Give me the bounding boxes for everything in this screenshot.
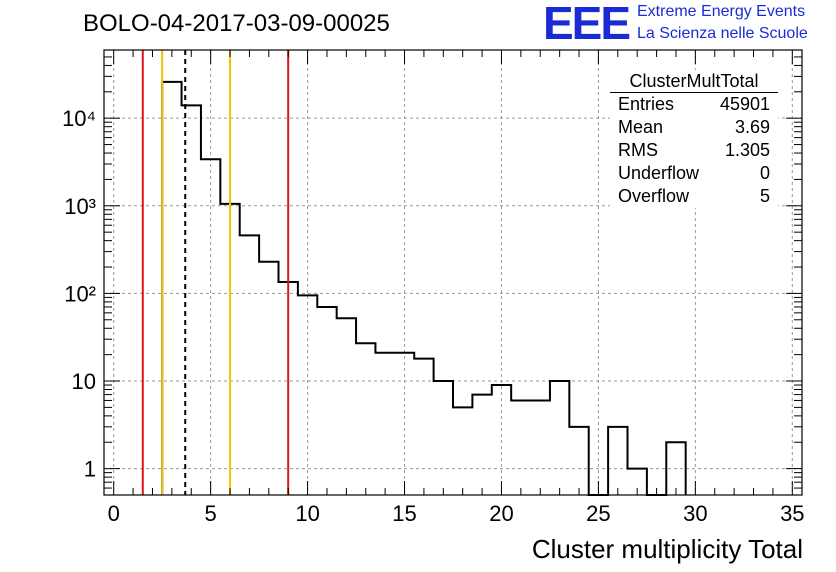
stats-row-rms: RMS 1.305 [610,139,778,162]
histogram-bin [337,318,356,495]
histogram-series [161,80,687,496]
stats-title: ClusterMultTotal [610,70,778,93]
x-axis-label: Cluster multiplicity Total [531,534,803,564]
x-tick-label: 20 [489,501,513,526]
stats-row-overflow: Overflow 5 [610,185,778,208]
histogram-bin [375,353,394,495]
histogram-bin [531,400,550,495]
x-tick-label: 30 [683,501,707,526]
y-tick-label: 10³ [64,194,96,219]
stats-row-entries: Entries 45901 [610,93,778,116]
x-axis-ticks: 0 5 10 15 20 25 30 35 [108,50,805,526]
histogram-bin [201,159,220,495]
stats-box: ClusterMultTotal Entries 45901 Mean 3.69… [610,70,778,208]
histogram-bin [240,235,259,495]
histogram-bin [356,343,375,495]
histogram-bin [298,295,317,495]
histogram-bin [317,307,336,495]
histogram-bin [666,442,685,495]
histogram-bin [259,262,278,495]
histogram-bin [511,400,530,495]
stats-label: RMS [618,140,658,160]
x-tick-label: 5 [205,501,217,526]
histogram-bin [550,381,569,495]
stats-value: 5 [759,186,770,206]
x-tick-label: 10 [295,501,319,526]
stats-label: Overflow [618,186,690,206]
y-axis-ticks: 1 10 10² 10³ 10⁴ [62,49,802,496]
histogram-line [161,80,687,496]
logo-line-1: Extreme Energy Events [637,3,806,20]
stats-row-mean: Mean 3.69 [610,116,778,139]
plot-title: BOLO-04-2017-03-09-00025 [83,10,390,37]
stats-value: 45901 [719,94,770,114]
y-tick-label: 10⁴ [62,106,96,131]
histogram-bin [453,407,472,495]
logo-line-2: La Scienza nelle Scuole [637,25,808,42]
histogram-bin [395,353,414,495]
stats-value: 3.69 [734,117,770,137]
y-tick-label: 1 [84,457,96,482]
y-tick-label: 10² [64,281,96,306]
x-tick-label: 25 [586,501,610,526]
histogram-bin [162,82,181,495]
histogram-bin [434,381,453,495]
histogram-bin [414,359,433,495]
histogram-bin [472,395,491,495]
x-tick-label: 35 [780,501,804,526]
x-tick-label: 0 [108,501,120,526]
histogram-bin [492,385,511,495]
eee-logo: EEE [543,0,631,49]
stats-label: Underflow [618,163,700,183]
plot-frame [103,49,803,496]
stats-row-underflow: Underflow 0 [610,162,778,185]
histogram-bin [569,427,588,495]
stats-value: 1.305 [724,140,770,160]
stats-label: Mean [618,117,664,137]
marker-lines [141,50,290,495]
histogram-bin [608,427,627,495]
stats-value: 0 [759,163,770,183]
histogram-bin [182,105,201,495]
stats-label: Entries [618,94,675,114]
x-tick-label: 15 [392,501,416,526]
y-tick-label: 10 [72,369,96,394]
